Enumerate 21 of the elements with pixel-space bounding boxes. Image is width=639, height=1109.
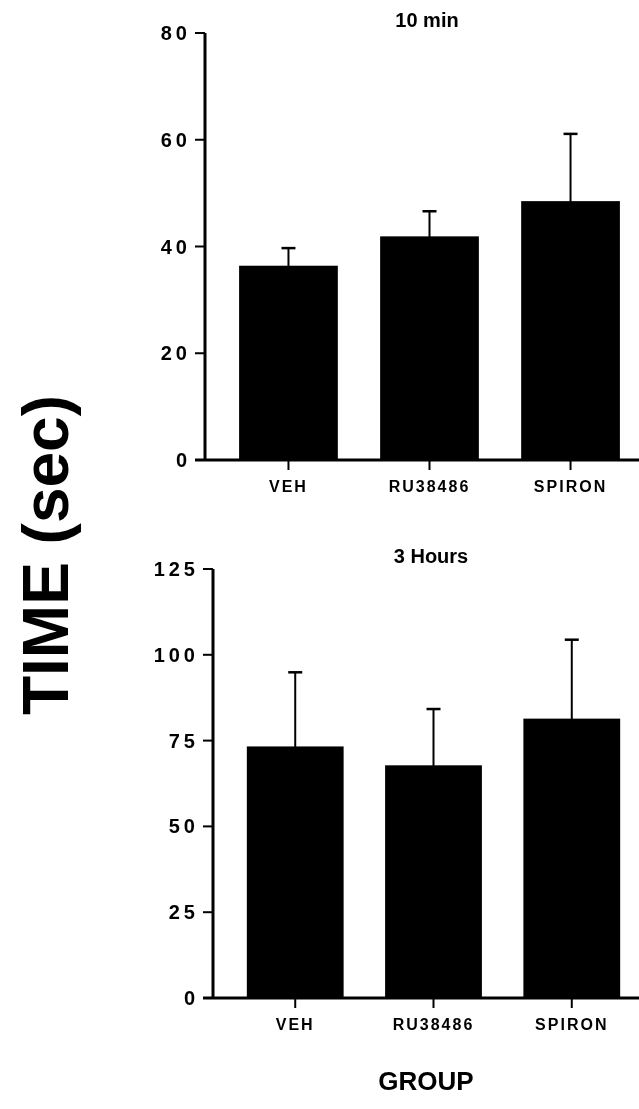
y-tick-label: 25 bbox=[168, 901, 199, 924]
y-tick-label: 60 bbox=[160, 128, 191, 151]
chart-title: 10 min bbox=[395, 9, 459, 31]
y-tick-label: 0 bbox=[183, 987, 199, 1009]
y-tick-label: 125 bbox=[153, 558, 199, 580]
x-tick-label: VEH bbox=[269, 478, 308, 495]
x-tick-label: RU38486 bbox=[392, 1016, 475, 1033]
y-tick-label: 40 bbox=[160, 235, 191, 258]
y-tick-label: 20 bbox=[160, 342, 191, 365]
x-tick-label: RU38486 bbox=[388, 478, 471, 495]
y-tick-label: 75 bbox=[168, 729, 199, 752]
y-axis-title: TIME (sec) bbox=[10, 394, 82, 716]
x-tick-label: SPIRON bbox=[533, 478, 608, 495]
x-axis-title: GROUP bbox=[378, 1066, 474, 1096]
y-tick-label: 80 bbox=[160, 22, 191, 44]
y-tick-label: 100 bbox=[153, 643, 199, 666]
chart-title: 3 Hours bbox=[393, 545, 469, 567]
x-tick-label: SPIRON bbox=[535, 1016, 609, 1033]
x-tick-label: VEH bbox=[275, 1016, 315, 1033]
y-tick-label: 0 bbox=[175, 449, 191, 471]
y-tick-label: 50 bbox=[168, 815, 199, 838]
